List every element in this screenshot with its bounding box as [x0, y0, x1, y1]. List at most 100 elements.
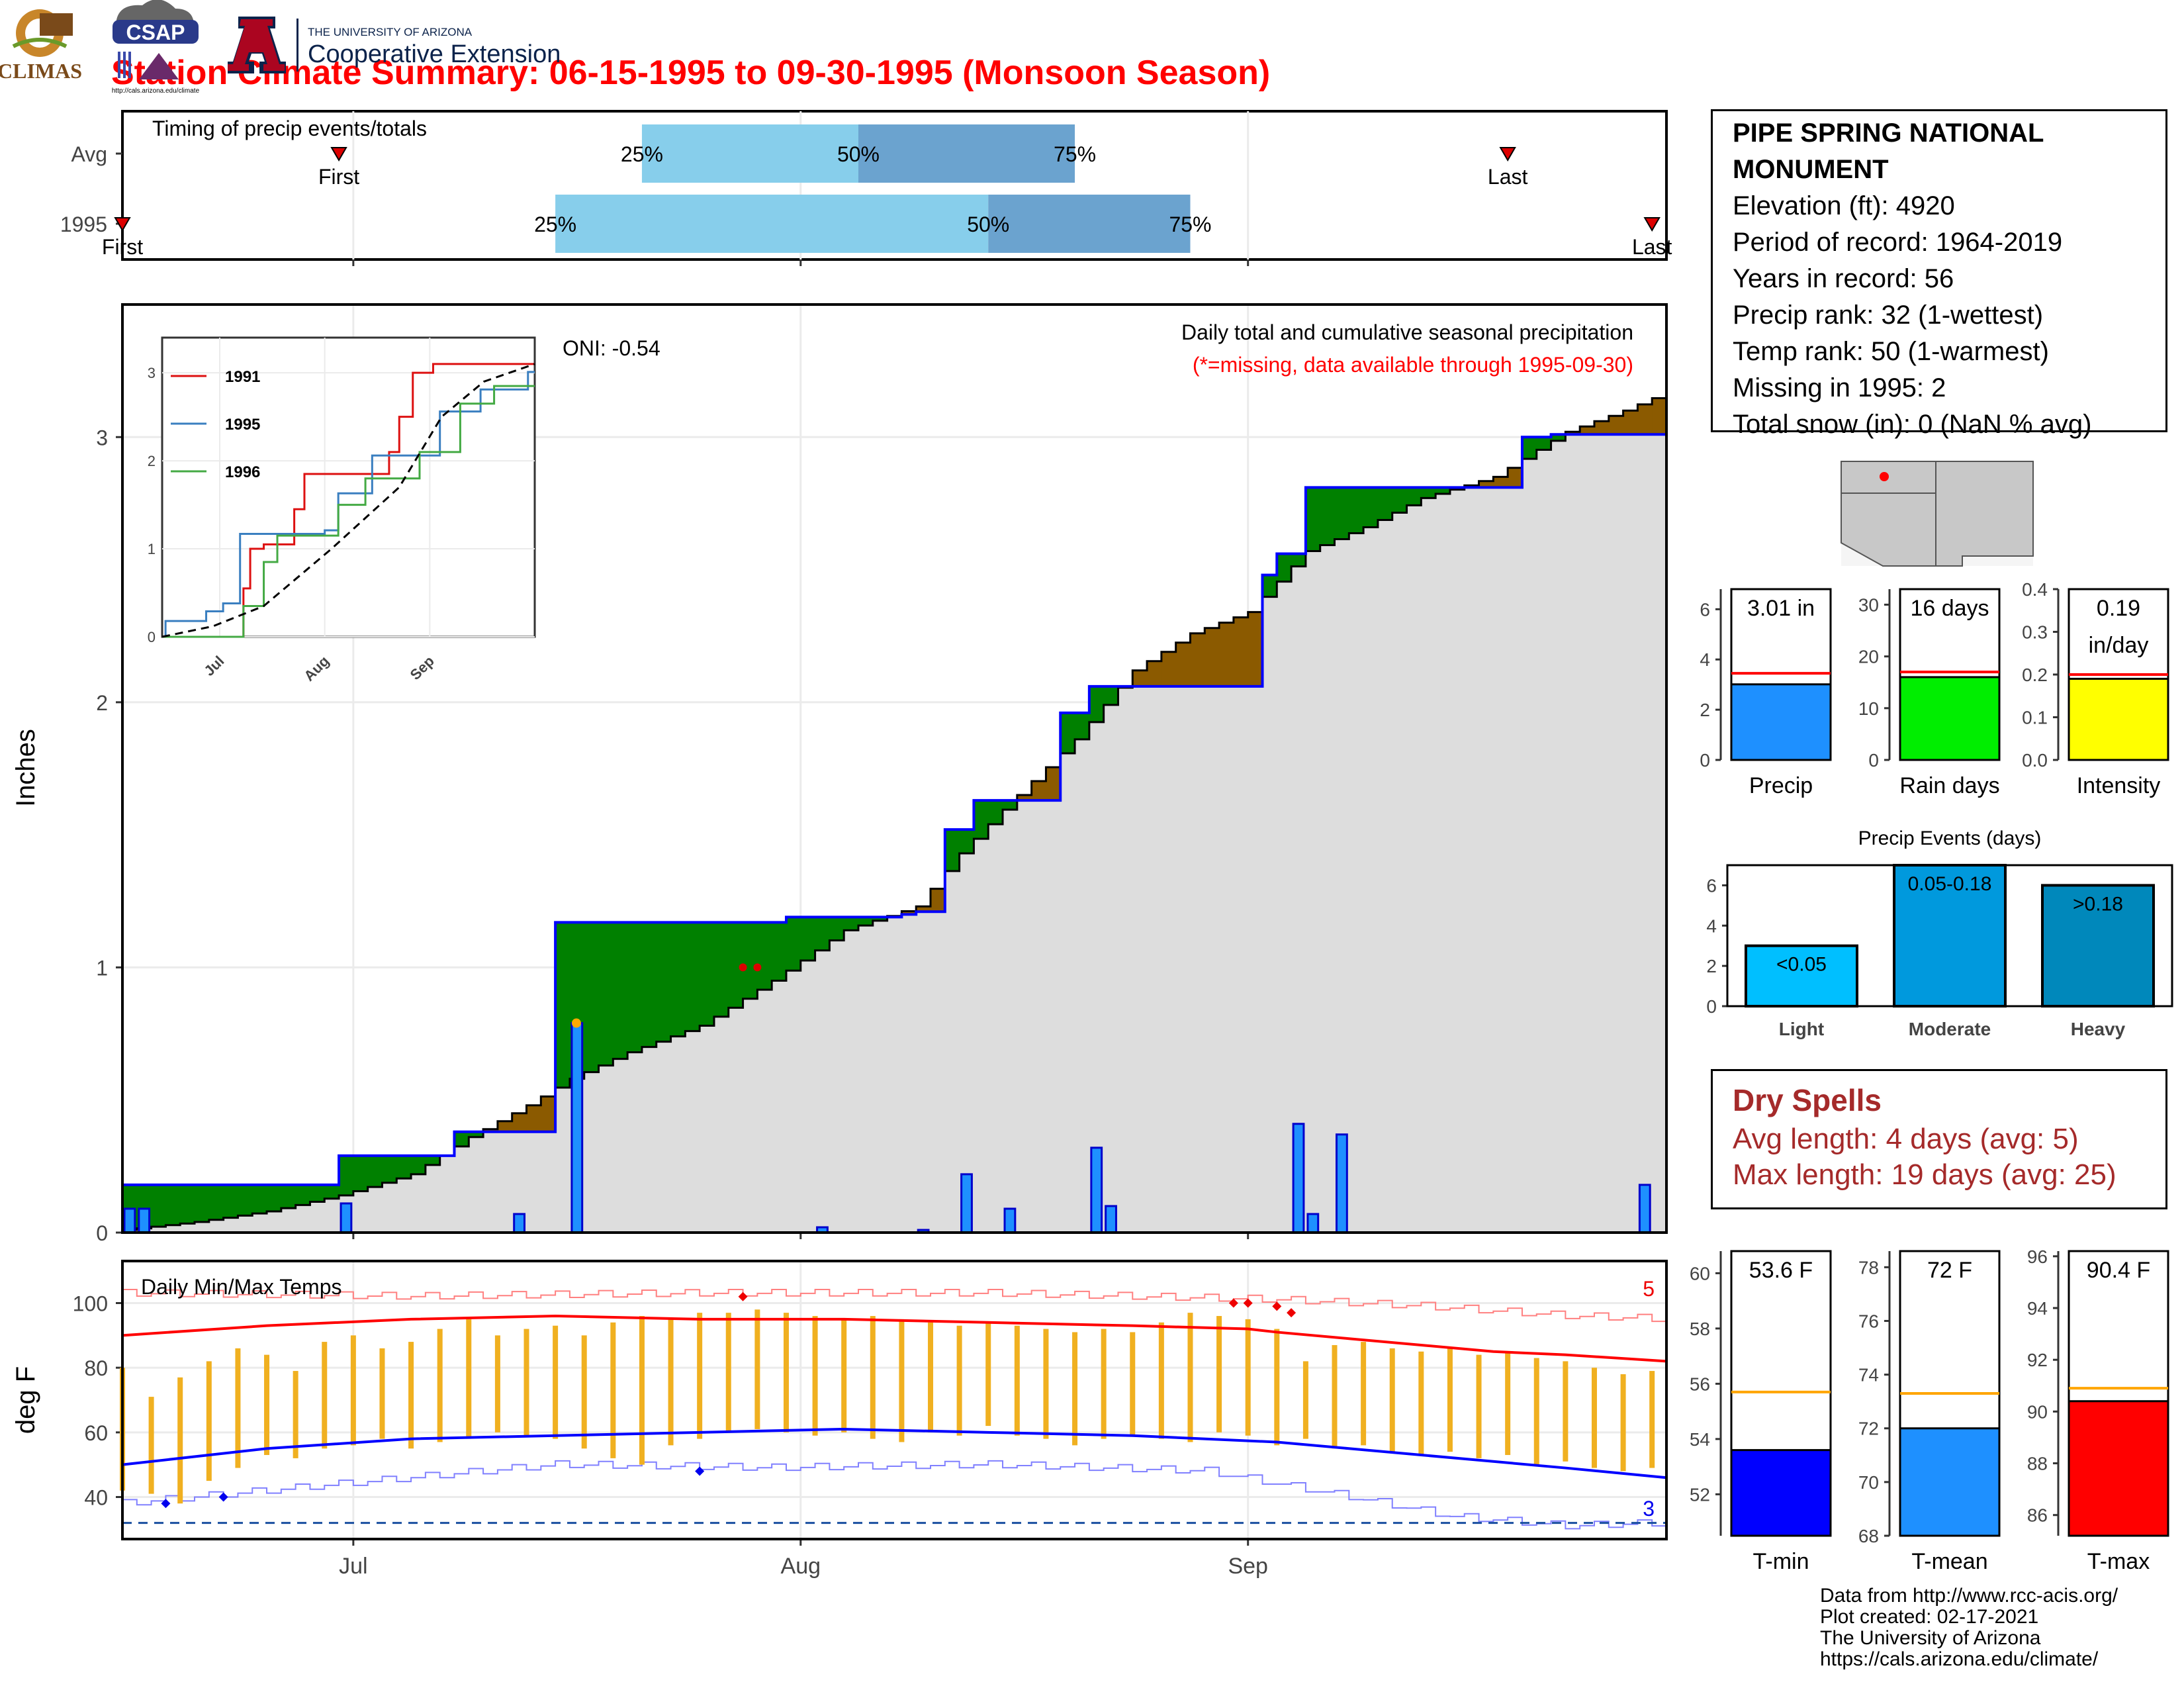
- precip-events-y-tick-label: 6: [1706, 875, 1717, 896]
- precip-above-normal-fill: [1262, 575, 1277, 597]
- daily-temp-range-bar: [1158, 1322, 1164, 1439]
- temp-max-panel-y-tick-label: 88: [2027, 1454, 2048, 1474]
- precip-event-category: Light: [1779, 1019, 1824, 1039]
- precip-total-panel-value-bar: [1730, 683, 1832, 761]
- precip-above-normal-fill: [598, 922, 614, 1066]
- intensity-panel-value-label: in/day: [2089, 633, 2149, 658]
- climas-wordmark: CLIMAS: [0, 59, 82, 83]
- precip-above-normal-fill: [613, 922, 628, 1059]
- precip-above-normal-fill: [367, 1155, 383, 1188]
- precip-above-normal-fill: [310, 1184, 325, 1202]
- precip-below-normal-fill: [1479, 481, 1494, 488]
- daily-temp-range-bar: [1245, 1319, 1251, 1436]
- precip-above-normal-fill: [1277, 553, 1292, 582]
- precip-event-category: Heavy: [2071, 1019, 2126, 1039]
- daily-temp-range-bar: [1332, 1344, 1338, 1449]
- daily-temp-range-bar: [668, 1319, 674, 1446]
- precip-above-normal-fill: [829, 917, 844, 941]
- temp-y-axis-label: deg F: [11, 1366, 40, 1434]
- precip-events-y-tick-label: 0: [1706, 996, 1717, 1017]
- inset-y-tick-label: 3: [148, 365, 156, 381]
- precip-events-y-tick-label: 4: [1706, 915, 1717, 936]
- precip-above-normal-fill: [1334, 487, 1349, 539]
- daily-temp-range-bar: [841, 1319, 847, 1432]
- rain-days-panel-value-bar: [1899, 676, 2001, 761]
- timeline-q50-q75-bar: [988, 195, 1191, 253]
- precip-total-panel-y-tick-label: 4: [1700, 649, 1710, 670]
- daily-temp-range-bar: [1274, 1329, 1280, 1446]
- period-line: Period of record: 1964-2019: [1733, 228, 2063, 257]
- precip-above-normal-fill: [974, 800, 989, 839]
- timeline-q50-q75-bar: [858, 124, 1075, 183]
- temp-min-panel-y-tick-label: 56: [1690, 1374, 1710, 1394]
- precip-above-normal-fill: [728, 922, 744, 1008]
- daily-temp-range-bar: [812, 1316, 818, 1436]
- temp-x-tick-label: Aug: [781, 1554, 821, 1579]
- daily-temp-range-bar: [639, 1316, 645, 1465]
- dry-max-length: Max length: 19 days (avg: 25): [1733, 1158, 2116, 1191]
- daily-temp-range-bar: [1447, 1348, 1453, 1452]
- temp-min-panel-category-label: T-min: [1753, 1549, 1809, 1574]
- timeline-q25-label: 25%: [621, 142, 663, 166]
- precip-event-bar-label: >0.18: [2073, 893, 2123, 915]
- map-region: [1841, 461, 2034, 567]
- timeline-first-label: First: [102, 235, 143, 259]
- credit-plot-date: Plot created: 02-17-2021: [1820, 1606, 2039, 1628]
- precip-above-normal-fill: [281, 1184, 296, 1209]
- temp-chart-title: Daily Min/Max Temps: [141, 1275, 341, 1299]
- precip-above-normal-fill: [165, 1184, 181, 1225]
- temp-max-panel-y-tick-label: 94: [2027, 1298, 2048, 1319]
- precip-event-bar: [1745, 944, 1858, 1008]
- rain-days-panel-y-tick-label: 0: [1868, 750, 1879, 771]
- inset-series-line: [161, 363, 535, 638]
- precip-y-tick-label: 3: [96, 426, 108, 449]
- daily-temp-range-bar: [1302, 1361, 1308, 1439]
- daily-temp-range-bar: [322, 1342, 328, 1449]
- temp-max-panel-category-label: T-max: [2087, 1549, 2150, 1574]
- precip-below-normal-fill: [541, 1096, 556, 1132]
- record-min-marker: [695, 1466, 705, 1476]
- timeline-q50-label: 50%: [967, 212, 1009, 236]
- precip-below-normal-fill: [1205, 628, 1220, 686]
- intensity-panel-value-label: 0.19: [2097, 596, 2140, 621]
- daily-temp-range-bar: [754, 1309, 760, 1429]
- timeline-last-marker: [1499, 147, 1516, 162]
- precip-below-normal-fill: [1132, 670, 1148, 686]
- timeline-last-label: Last: [1632, 235, 1672, 259]
- intensity-panel-y-tick-label: 0.0: [2022, 750, 2048, 771]
- precip-events-title: Precip Events (days): [1858, 827, 2042, 849]
- temp-y-tick-label: 100: [73, 1291, 108, 1315]
- daily-temp-range-bar: [1533, 1358, 1539, 1465]
- precip-panel: 0 1 2 3 Inches Daily total and cumulative sea…: [11, 303, 1668, 1245]
- precip-above-normal-fill: [641, 922, 657, 1047]
- precip-event-bar-label: <0.05: [1776, 954, 1827, 976]
- daily-temp-range-bar: [1130, 1332, 1136, 1436]
- precip-below-normal-fill: [512, 1113, 527, 1132]
- temp-max-panel-y-tick-label: 92: [2027, 1350, 2048, 1370]
- inset-legend-label: 1995: [225, 416, 260, 434]
- daily-precip-bar: [123, 1207, 136, 1234]
- daily-precip-bar: [138, 1207, 151, 1234]
- inset-legend-label: 1996: [225, 463, 260, 481]
- daily-temp-range-bar: [466, 1319, 472, 1439]
- precip-total-panel-y-tick-label: 2: [1700, 700, 1710, 720]
- precip-event-bar: [2041, 884, 2155, 1008]
- precip-below-normal-fill: [483, 1129, 498, 1132]
- inset-y-tick-label: 0: [148, 629, 156, 645]
- timeline-title: Timing of precip events/totals: [152, 117, 427, 140]
- dry-spells-box: Dry Spells Avg length: 4 days (avg: 5) M…: [1711, 1069, 2167, 1209]
- precip-below-normal-fill: [1580, 426, 1595, 435]
- precip-below-normal-fill: [1046, 767, 1061, 801]
- precip-above-normal-fill: [757, 922, 772, 990]
- inset-series-line: [162, 363, 535, 638]
- daily-temp-range-bar: [235, 1348, 241, 1468]
- daily-temp-range-bar: [697, 1313, 703, 1439]
- precip-below-normal-fill: [1652, 398, 1667, 435]
- temp-min-panel-y-tick-label: 54: [1690, 1429, 1710, 1450]
- precip-above-normal-fill: [195, 1184, 210, 1222]
- temp-mean-panel: 68 70 72 74 76 78 T-mean 72 F: [1858, 1250, 2001, 1574]
- station-name: PIPE SPRING NATIONAL MONUMENT: [1733, 118, 2044, 184]
- daily-precip-bar: [1292, 1123, 1305, 1234]
- precip-above-normal-fill: [1363, 487, 1379, 528]
